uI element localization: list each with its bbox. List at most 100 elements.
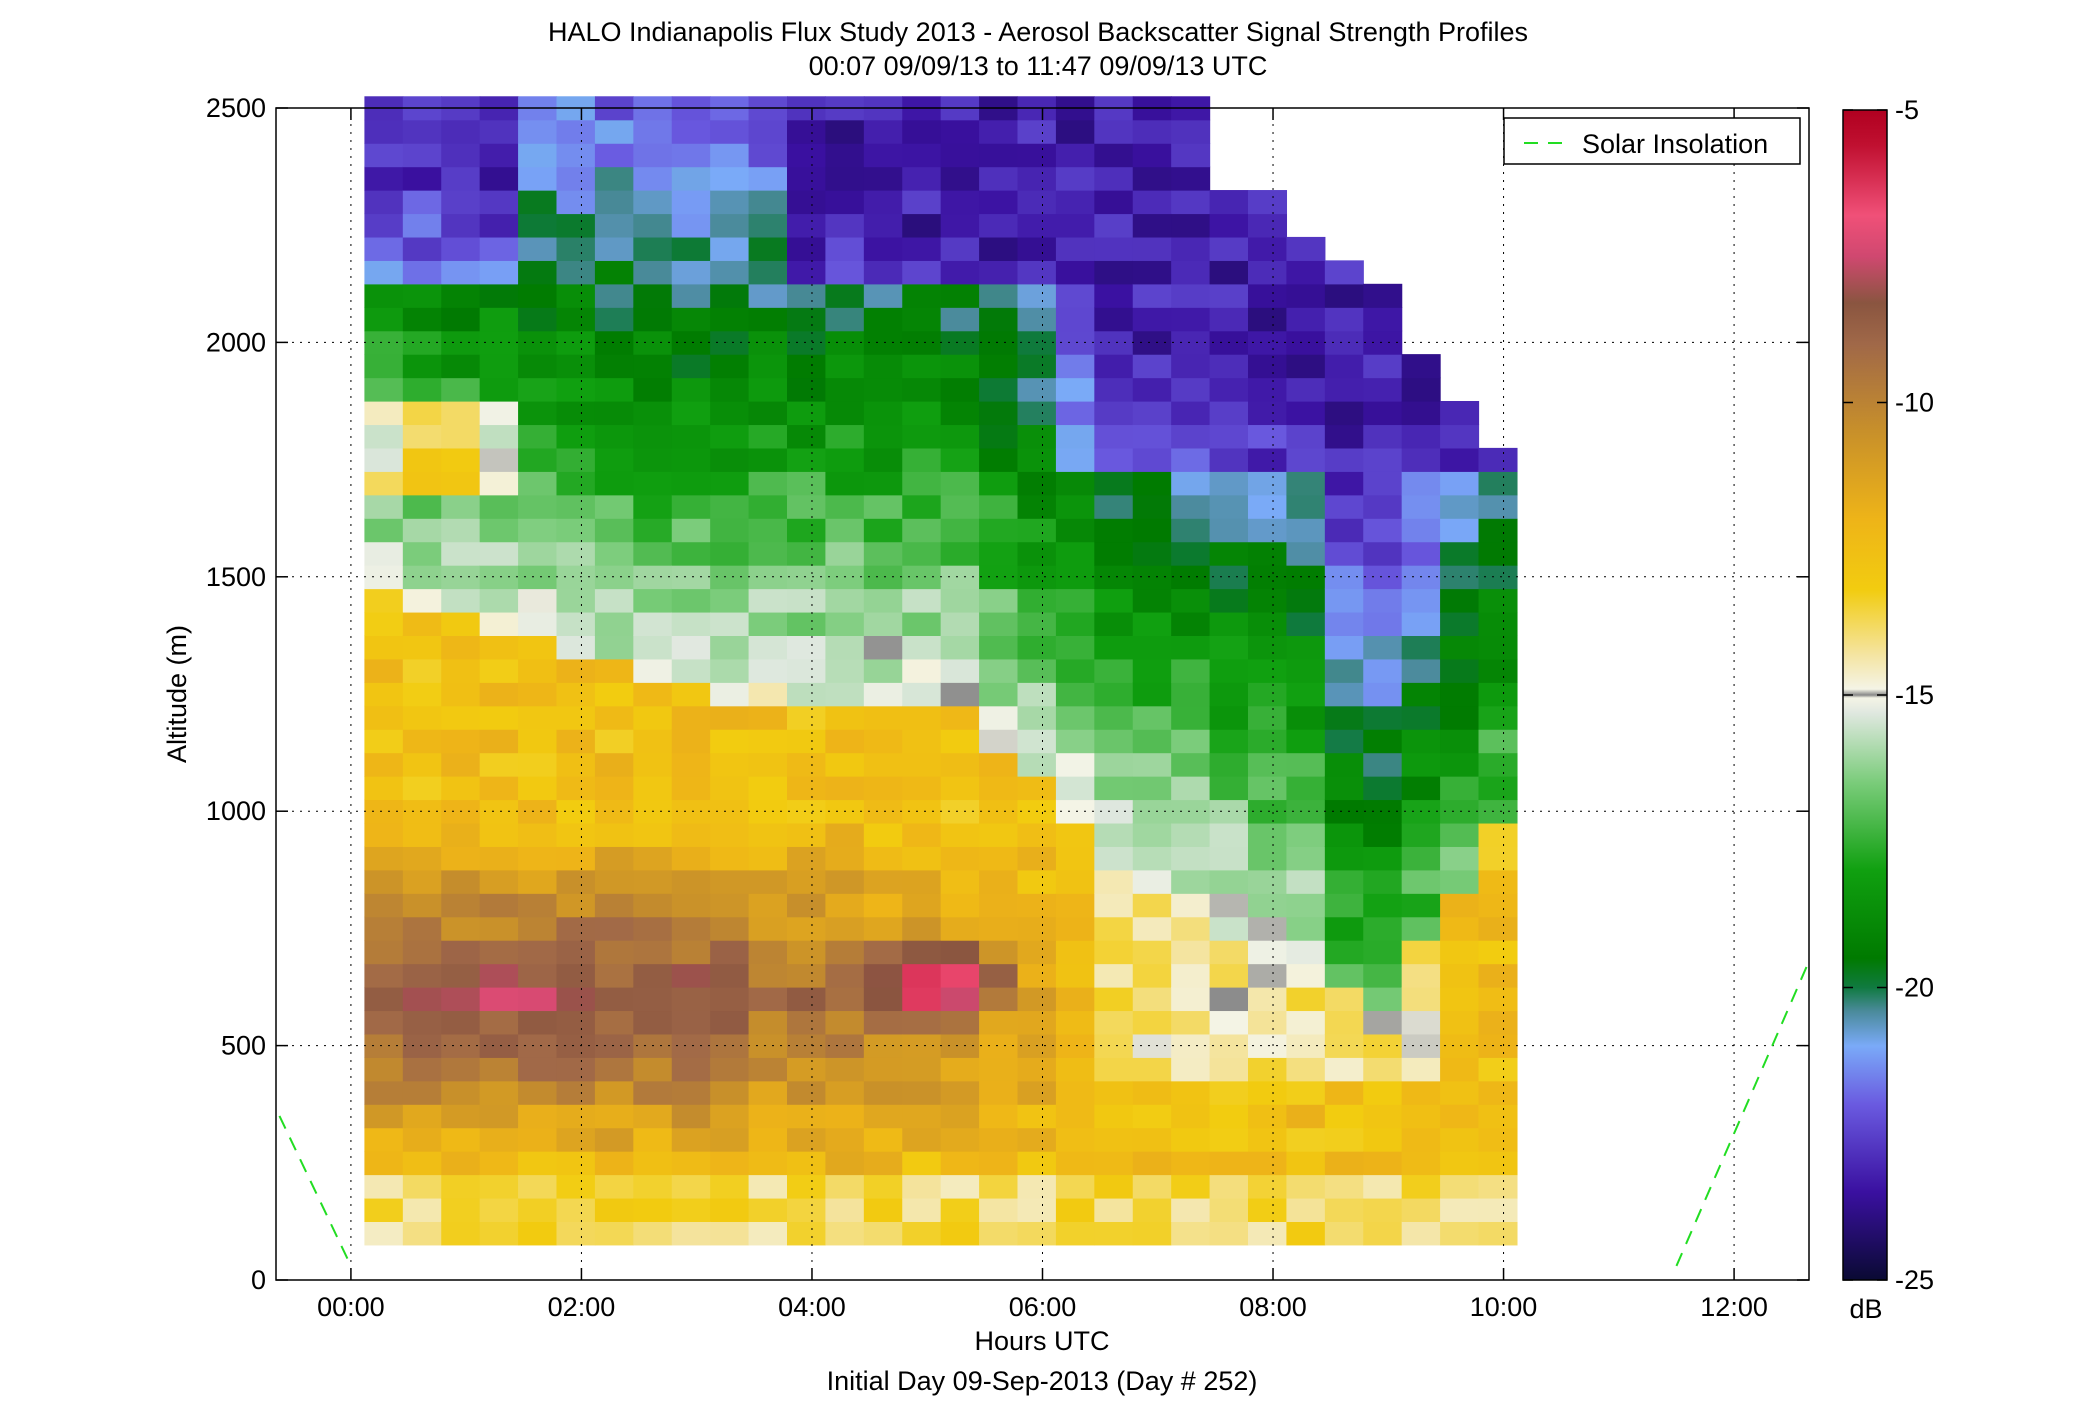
heatmap-cell bbox=[1055, 940, 1095, 965]
heatmap-cell bbox=[1132, 963, 1172, 988]
heatmap-cell bbox=[556, 424, 596, 449]
heatmap-cell bbox=[1055, 1151, 1095, 1176]
heatmap-cell bbox=[1132, 729, 1172, 754]
heatmap-cell bbox=[402, 1057, 442, 1082]
heatmap-cell bbox=[979, 213, 1019, 238]
heatmap-cell bbox=[1440, 963, 1480, 988]
heatmap-cell bbox=[594, 682, 634, 707]
heatmap-cell bbox=[1440, 729, 1480, 754]
heatmap-cell bbox=[1286, 1080, 1326, 1105]
heatmap-cell bbox=[863, 940, 903, 965]
heatmap-cell bbox=[633, 705, 673, 730]
heatmap-cell bbox=[940, 963, 980, 988]
heatmap-cell bbox=[1440, 940, 1480, 965]
heatmap-cell bbox=[748, 307, 788, 332]
heatmap-cell bbox=[479, 940, 519, 965]
heatmap-cell bbox=[402, 987, 442, 1012]
heatmap-cell bbox=[556, 846, 596, 871]
heatmap-cell bbox=[479, 1151, 519, 1176]
heatmap-cell bbox=[556, 119, 596, 144]
heatmap-cell bbox=[479, 401, 519, 426]
heatmap-cell bbox=[1017, 729, 1057, 754]
heatmap-cell bbox=[1132, 635, 1172, 660]
heatmap-cell bbox=[1171, 190, 1211, 215]
heatmap-cell bbox=[940, 916, 980, 941]
heatmap-cell bbox=[556, 729, 596, 754]
heatmap-cell bbox=[1248, 682, 1288, 707]
heatmap-cell bbox=[1171, 213, 1211, 238]
heatmap-cell bbox=[364, 893, 404, 918]
heatmap-cell bbox=[364, 424, 404, 449]
heatmap-cell bbox=[863, 916, 903, 941]
heatmap-cell bbox=[1094, 963, 1134, 988]
heatmap-cell bbox=[1132, 776, 1172, 801]
heatmap-cell bbox=[787, 776, 827, 801]
heatmap-cell bbox=[748, 916, 788, 941]
heatmap-cell bbox=[518, 471, 558, 496]
heatmap-cell bbox=[518, 752, 558, 777]
heatmap-cell bbox=[518, 213, 558, 238]
heatmap-cell bbox=[402, 260, 442, 285]
heatmap-cell bbox=[633, 166, 673, 191]
heatmap-cell bbox=[1286, 752, 1326, 777]
heatmap-cell bbox=[1055, 565, 1095, 590]
heatmap-cell bbox=[1363, 1057, 1403, 1082]
heatmap-cell bbox=[671, 682, 711, 707]
heatmap-cell bbox=[1132, 869, 1172, 894]
heatmap-cell bbox=[1363, 963, 1403, 988]
heatmap-cell bbox=[441, 776, 481, 801]
heatmap-cell bbox=[518, 1174, 558, 1199]
heatmap-cell bbox=[1440, 1127, 1480, 1152]
heatmap-cell bbox=[1286, 471, 1326, 496]
heatmap-cell bbox=[1094, 846, 1134, 871]
heatmap-cell bbox=[863, 846, 903, 871]
heatmap-cell bbox=[402, 119, 442, 144]
heatmap-cell bbox=[1017, 190, 1057, 215]
heatmap-cell bbox=[863, 471, 903, 496]
heatmap-cell bbox=[479, 822, 519, 847]
heatmap-cell bbox=[633, 471, 673, 496]
heatmap-cell bbox=[1478, 1221, 1518, 1246]
heatmap-cell bbox=[825, 752, 865, 777]
heatmap-cell bbox=[1132, 283, 1172, 308]
heatmap-cell bbox=[1286, 518, 1326, 543]
heatmap-cell bbox=[1286, 283, 1326, 308]
heatmap-cell bbox=[402, 1127, 442, 1152]
heatmap-cell bbox=[787, 1033, 827, 1058]
heatmap-cell bbox=[633, 354, 673, 379]
heatmap-cell bbox=[787, 658, 827, 683]
heatmap-cell bbox=[979, 143, 1019, 168]
heatmap-cell bbox=[940, 1010, 980, 1035]
heatmap-cell bbox=[594, 494, 634, 519]
heatmap-cell bbox=[1055, 963, 1095, 988]
heatmap-cell bbox=[479, 1127, 519, 1152]
heatmap-cell bbox=[1017, 236, 1057, 261]
heatmap-cell bbox=[364, 705, 404, 730]
heatmap-cell bbox=[979, 401, 1019, 426]
heatmap-cell bbox=[1440, 846, 1480, 871]
heatmap-cell bbox=[1440, 565, 1480, 590]
heatmap-cell bbox=[902, 916, 942, 941]
heatmap-cell bbox=[1401, 635, 1441, 660]
heatmap-cell bbox=[1401, 588, 1441, 613]
heatmap-cell bbox=[1440, 987, 1480, 1012]
heatmap-cell bbox=[364, 354, 404, 379]
heatmap-cell bbox=[1363, 752, 1403, 777]
heatmap-cell bbox=[1363, 518, 1403, 543]
heatmap-cell bbox=[787, 822, 827, 847]
heatmap-cell bbox=[1248, 658, 1288, 683]
heatmap-cell bbox=[1363, 354, 1403, 379]
heatmap-cell bbox=[671, 1151, 711, 1176]
heatmap-cell bbox=[902, 283, 942, 308]
heatmap-cell bbox=[787, 1221, 827, 1246]
heatmap-cell bbox=[710, 869, 750, 894]
heatmap-cell bbox=[710, 611, 750, 636]
heatmap-cell bbox=[441, 846, 481, 871]
heatmap-cell bbox=[1286, 846, 1326, 871]
heatmap-cell bbox=[479, 260, 519, 285]
heatmap-cell bbox=[1132, 682, 1172, 707]
y-tick-label: 1000 bbox=[206, 796, 266, 826]
heatmap-cell bbox=[1478, 869, 1518, 894]
heatmap-cell bbox=[1171, 307, 1211, 332]
heatmap-cell bbox=[633, 260, 673, 285]
